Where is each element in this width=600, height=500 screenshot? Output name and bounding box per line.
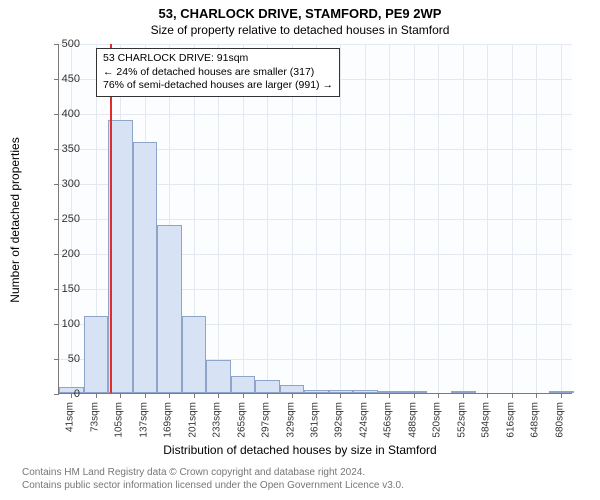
- y-axis-label: Number of detached properties: [8, 137, 22, 302]
- gridline-v: [414, 44, 415, 393]
- histogram-bar: [280, 385, 305, 393]
- x-tick-label: 456sqm: [383, 402, 394, 438]
- annotation-line1: 53 CHARLOCK DRIVE: 91sqm: [103, 52, 333, 66]
- x-tick-label: 169sqm: [163, 402, 174, 438]
- y-tick-label: 100: [40, 318, 80, 330]
- y-tick-label: 300: [40, 178, 80, 190]
- x-tick-mark: [169, 393, 170, 398]
- annotation-line3: 76% of semi-detached houses are larger (…: [103, 79, 333, 93]
- x-tick-mark: [389, 393, 390, 398]
- gridline-v: [365, 44, 366, 393]
- x-tick-label: 265sqm: [236, 402, 247, 438]
- x-tick-mark: [145, 393, 146, 398]
- footer-credits: Contains HM Land Registry data © Crown c…: [22, 466, 404, 492]
- y-tick-label: 450: [40, 73, 80, 85]
- chart-container: 53 CHARLOCK DRIVE: 91sqm ← 24% of detach…: [58, 44, 572, 394]
- gridline-v: [389, 44, 390, 393]
- histogram-bar: [84, 316, 109, 393]
- y-tick-label: 250: [40, 213, 80, 225]
- histogram-bar: [231, 376, 256, 394]
- histogram-bar: [157, 225, 182, 393]
- title-sub: Size of property relative to detached ho…: [0, 23, 600, 37]
- histogram-bar: [378, 391, 403, 393]
- x-tick-mark: [487, 393, 488, 398]
- x-tick-label: 105sqm: [114, 402, 125, 438]
- gridline-v: [561, 44, 562, 393]
- y-tick-label: 0: [40, 388, 80, 400]
- x-tick-mark: [365, 393, 366, 398]
- x-tick-mark: [561, 393, 562, 398]
- title-main: 53, CHARLOCK DRIVE, STAMFORD, PE9 2WP: [0, 0, 600, 21]
- x-axis-label: Distribution of detached houses by size …: [0, 443, 600, 457]
- x-tick-mark: [438, 393, 439, 398]
- x-tick-mark: [536, 393, 537, 398]
- y-tick-label: 150: [40, 283, 80, 295]
- histogram-bar: [255, 380, 280, 393]
- y-tick-label: 350: [40, 143, 80, 155]
- histogram-bar: [451, 391, 476, 393]
- x-tick-mark: [96, 393, 97, 398]
- annotation-box: 53 CHARLOCK DRIVE: 91sqm ← 24% of detach…: [96, 48, 340, 97]
- y-tick-label: 500: [40, 38, 80, 50]
- histogram-bar: [182, 316, 207, 393]
- histogram-bar: [304, 390, 329, 394]
- x-tick-label: 488sqm: [407, 402, 418, 438]
- x-tick-label: 137sqm: [138, 402, 149, 438]
- x-tick-mark: [340, 393, 341, 398]
- x-tick-mark: [463, 393, 464, 398]
- footer-line2: Contains public sector information licen…: [22, 479, 404, 492]
- x-tick-label: 73sqm: [89, 402, 100, 432]
- x-tick-mark: [194, 393, 195, 398]
- plot-area: 53 CHARLOCK DRIVE: 91sqm ← 24% of detach…: [58, 44, 572, 394]
- gridline-v: [512, 44, 513, 393]
- x-tick-label: 584sqm: [481, 402, 492, 438]
- x-tick-mark: [218, 393, 219, 398]
- gridline-v: [340, 44, 341, 393]
- x-tick-label: 201sqm: [187, 402, 198, 438]
- x-tick-label: 680sqm: [554, 402, 565, 438]
- x-tick-mark: [292, 393, 293, 398]
- y-tick-label: 50: [40, 353, 80, 365]
- gridline-v: [438, 44, 439, 393]
- x-tick-label: 41sqm: [65, 402, 76, 432]
- histogram-bar: [549, 391, 574, 393]
- x-tick-label: 520sqm: [432, 402, 443, 438]
- x-tick-label: 233sqm: [212, 402, 223, 438]
- histogram-bar: [133, 142, 158, 393]
- histogram-bar: [402, 391, 427, 393]
- histogram-bar: [108, 120, 133, 393]
- x-tick-label: 361sqm: [310, 402, 321, 438]
- y-tick-label: 400: [40, 108, 80, 120]
- histogram-bar: [206, 360, 231, 393]
- x-tick-label: 616sqm: [505, 402, 516, 438]
- gridline-v: [463, 44, 464, 393]
- x-tick-mark: [243, 393, 244, 398]
- histogram-bar: [353, 390, 378, 393]
- footer-line1: Contains HM Land Registry data © Crown c…: [22, 466, 404, 479]
- x-tick-label: 648sqm: [530, 402, 541, 438]
- x-tick-mark: [414, 393, 415, 398]
- x-tick-label: 297sqm: [261, 402, 272, 438]
- gridline-v: [536, 44, 537, 393]
- gridline-v: [487, 44, 488, 393]
- histogram-bar: [329, 390, 354, 394]
- x-tick-label: 552sqm: [456, 402, 467, 438]
- annotation-line2: ← 24% of detached houses are smaller (31…: [103, 66, 333, 80]
- y-tick-label: 200: [40, 248, 80, 260]
- x-tick-label: 329sqm: [285, 402, 296, 438]
- x-tick-mark: [267, 393, 268, 398]
- x-tick-mark: [316, 393, 317, 398]
- x-tick-mark: [512, 393, 513, 398]
- x-tick-label: 424sqm: [358, 402, 369, 438]
- x-tick-label: 392sqm: [334, 402, 345, 438]
- x-tick-mark: [120, 393, 121, 398]
